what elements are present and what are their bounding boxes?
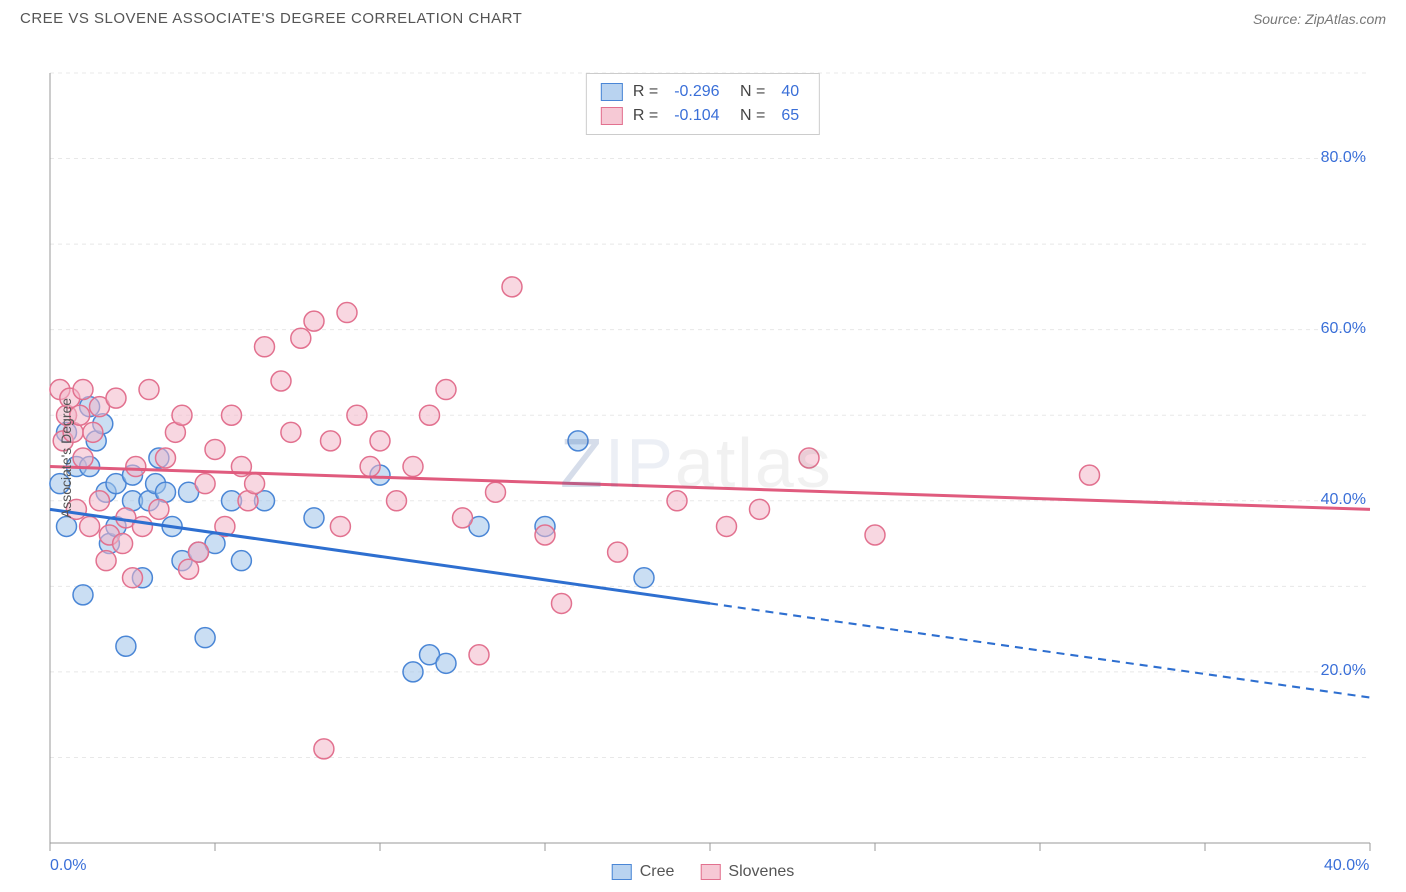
series-legend: Cree Slovenes [612, 863, 795, 881]
series-name-slovenes: Slovenes [728, 863, 794, 881]
legend-swatch-slovenes [700, 864, 720, 880]
series-name-cree: Cree [640, 863, 675, 881]
source-attribution: Source: ZipAtlas.com [1253, 11, 1386, 27]
legend-swatch-slovenes [601, 107, 623, 125]
r-label: R = [633, 80, 658, 104]
series-legend-item-cree: Cree [612, 863, 675, 881]
legend-swatch-cree [612, 864, 632, 880]
chart-area: Associate's Degree ZIPatlas R = -0.296 N… [0, 33, 1406, 883]
series-legend-item-slovenes: Slovenes [700, 863, 794, 881]
axis-tick-label: 0.0% [50, 857, 86, 875]
legend-swatch-cree [601, 83, 623, 101]
axis-tick-label: 40.0% [1321, 491, 1366, 509]
stats-legend: R = -0.296 N = 40 R = -0.104 N = 65 [586, 73, 820, 135]
r-label: R = [633, 104, 658, 128]
scatter-chart-svg [0, 33, 1406, 883]
y-axis-label: Associate's Degree [58, 398, 74, 518]
chart-header: CREE VS SLOVENE ASSOCIATE'S DEGREE CORRE… [0, 0, 1406, 33]
n-label: N = [736, 104, 766, 128]
r-value-cree: -0.296 [674, 80, 719, 104]
stats-legend-row-slovenes: R = -0.104 N = 65 [601, 104, 805, 128]
axis-tick-label: 40.0% [1324, 857, 1369, 875]
axis-tick-label: 60.0% [1321, 320, 1366, 338]
n-label: N = [736, 80, 766, 104]
chart-title: CREE VS SLOVENE ASSOCIATE'S DEGREE CORRE… [20, 10, 522, 27]
n-value-cree: 40 [781, 80, 799, 104]
n-value-slovenes: 65 [781, 104, 799, 128]
axis-tick-label: 20.0% [1321, 662, 1366, 680]
axis-tick-label: 80.0% [1321, 149, 1366, 167]
stats-legend-row-cree: R = -0.296 N = 40 [601, 80, 805, 104]
r-value-slovenes: -0.104 [674, 104, 719, 128]
